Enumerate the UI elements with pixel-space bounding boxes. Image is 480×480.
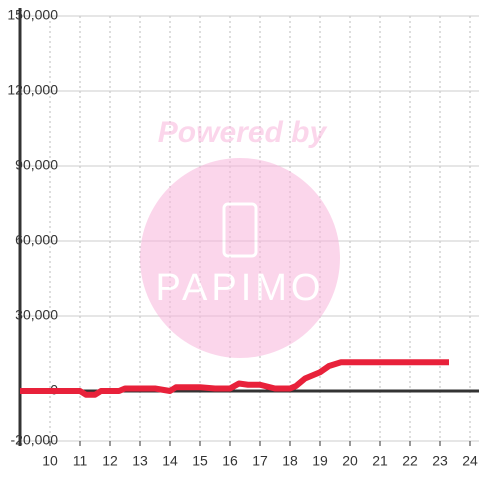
y-tick-label: 90,000	[15, 157, 58, 173]
x-tick-label: 10	[42, 453, 58, 469]
x-tick-label: 11	[73, 453, 88, 469]
watermark: Powered by PAPIMO	[140, 116, 340, 358]
watermark-text: Powered by	[158, 116, 328, 149]
series-line	[20, 359, 449, 398]
x-tick-label: 20	[342, 453, 358, 469]
watermark-icon	[222, 202, 258, 258]
y-tick-label: 30,000	[15, 307, 58, 323]
x-tick-label: 14	[162, 453, 178, 469]
x-tick-label: 18	[282, 453, 298, 469]
x-tick-label: 22	[402, 453, 418, 469]
x-tick-label: 15	[192, 453, 208, 469]
x-tick-label: 24	[462, 453, 478, 469]
y-tick-label: 150,000	[7, 7, 58, 23]
watermark-circle	[140, 158, 340, 358]
x-tick-label: 21	[372, 453, 388, 469]
x-tick-label: 23	[432, 453, 448, 469]
watermark-logo: PAPIMO	[156, 267, 325, 309]
x-tick-label: 12	[102, 453, 118, 469]
y-tick-label: 60,000	[15, 232, 58, 248]
x-tick-label: 17	[252, 453, 268, 469]
y-tick-label: -20,000	[11, 432, 59, 448]
x-tick-label: 13	[132, 453, 148, 469]
y-tick-label: 120,000	[7, 82, 58, 98]
x-tick-label: 16	[222, 453, 238, 469]
x-tick-label: 19	[312, 453, 328, 469]
